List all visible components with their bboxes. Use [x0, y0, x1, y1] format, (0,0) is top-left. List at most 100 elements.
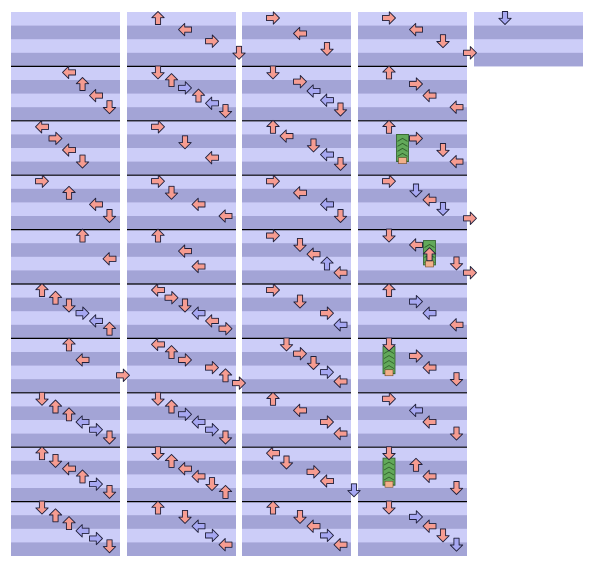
arrow-up-icon	[62, 407, 76, 422]
arrow-down-icon	[449, 481, 464, 495]
arrow-left-icon	[409, 403, 423, 418]
arrow-up-icon	[191, 88, 206, 103]
arrow-down-icon	[151, 391, 165, 406]
arrow-up-icon	[164, 399, 179, 414]
beat-band	[358, 161, 467, 176]
arrow-left-icon	[333, 266, 348, 280]
arrow-right-icon	[35, 174, 49, 188]
arrow-right-icon	[178, 407, 192, 421]
arrow-up-icon	[266, 391, 280, 406]
freeze-chevron	[383, 360, 395, 364]
beat-band	[358, 542, 467, 556]
arrow-left-icon	[306, 247, 321, 261]
arrow-up-icon	[151, 228, 165, 243]
freeze-chevron	[397, 137, 408, 142]
beat-band	[127, 297, 236, 312]
arrow-down-icon	[35, 391, 49, 406]
arrow-right-icon	[266, 228, 280, 243]
arrow-down-icon	[178, 509, 192, 524]
beat-band	[11, 134, 120, 148]
arrow-left-icon	[102, 252, 117, 266]
freeze-arrow	[396, 133, 409, 164]
arrow-down-icon	[102, 484, 117, 499]
arrow-up-icon	[382, 65, 396, 80]
arrow-left-icon	[422, 306, 437, 320]
beat-band	[358, 107, 467, 121]
arrow-left-icon	[422, 519, 437, 533]
arrow-down-icon	[35, 500, 49, 515]
arrow-right-icon	[320, 528, 334, 543]
beat-band	[358, 243, 467, 257]
freeze-tail	[384, 480, 394, 488]
arrow-left-icon	[62, 462, 76, 476]
arrow-down-icon	[306, 356, 321, 370]
arrow-right-icon	[178, 353, 192, 367]
arrow-left-icon	[279, 129, 294, 143]
arrow-left-icon	[333, 318, 348, 332]
beat-band	[127, 542, 236, 556]
arrow-down-icon	[164, 185, 179, 200]
arrow-down-icon	[178, 135, 192, 150]
beat-band	[127, 379, 236, 393]
beat-band	[11, 216, 120, 230]
freeze-chevron	[383, 471, 395, 476]
arrow-right-icon	[178, 81, 192, 95]
arrow-up-icon	[102, 321, 117, 336]
arrow-left-icon	[320, 93, 334, 107]
arrow-up-icon	[48, 508, 63, 523]
arrow-right-icon	[320, 365, 334, 379]
arrow-down-icon	[48, 453, 63, 468]
arrow-left-icon	[333, 538, 348, 552]
beat-band	[358, 52, 467, 67]
arrow-down-icon	[151, 446, 165, 461]
arrow-right-icon	[89, 531, 103, 546]
arrow-down-icon	[347, 483, 361, 498]
arrow-left-icon	[205, 314, 219, 328]
arrow-down-icon	[102, 209, 117, 223]
arrow-up-icon	[218, 484, 233, 499]
beat-band	[358, 188, 467, 203]
arrow-right-icon	[218, 322, 233, 336]
arrow-right-icon	[205, 360, 219, 375]
arrow-left-icon	[266, 446, 280, 460]
arrow-left-icon	[191, 259, 206, 274]
arrow-right-icon	[232, 376, 246, 390]
beat-band	[11, 52, 120, 67]
arrow-left-icon	[293, 403, 307, 418]
arrow-left-icon	[191, 469, 206, 484]
arrow-left-icon	[178, 462, 192, 476]
arrow-up-icon	[35, 283, 49, 297]
beat-band	[11, 433, 120, 448]
arrow-left-icon	[293, 26, 307, 41]
arrow-left-icon	[320, 147, 334, 162]
arrow-left-icon	[62, 65, 76, 80]
beat-band	[127, 52, 236, 67]
beat-band	[358, 324, 467, 339]
arrow-left-icon	[409, 22, 423, 37]
arrow-up-icon	[75, 228, 90, 243]
freeze-chevron	[397, 147, 408, 152]
arrow-up-icon	[48, 290, 63, 305]
arrow-left-icon	[333, 426, 348, 441]
beat-band	[242, 352, 351, 366]
freeze-chevron	[424, 244, 435, 248]
arrow-left-icon	[320, 197, 334, 212]
arrow-left-icon	[178, 22, 192, 37]
arrow-right-icon	[266, 174, 280, 188]
arrow-left-icon	[422, 193, 437, 207]
arrow-up-icon	[409, 457, 423, 472]
beat-band	[242, 460, 351, 475]
arrow-right-icon	[320, 415, 334, 429]
arrow-up-icon	[422, 247, 437, 262]
arrow-right-icon	[409, 349, 423, 363]
beat-band	[127, 216, 236, 230]
arrow-right-icon	[382, 174, 396, 188]
beat-band	[11, 188, 120, 203]
arrow-left-icon	[422, 469, 437, 484]
arrow-left-icon	[218, 209, 233, 223]
beat-band	[11, 270, 120, 284]
arrow-left-icon	[35, 120, 49, 134]
beat-band	[11, 352, 120, 366]
arrow-down-icon	[232, 45, 246, 60]
arrow-down-icon	[333, 209, 348, 223]
